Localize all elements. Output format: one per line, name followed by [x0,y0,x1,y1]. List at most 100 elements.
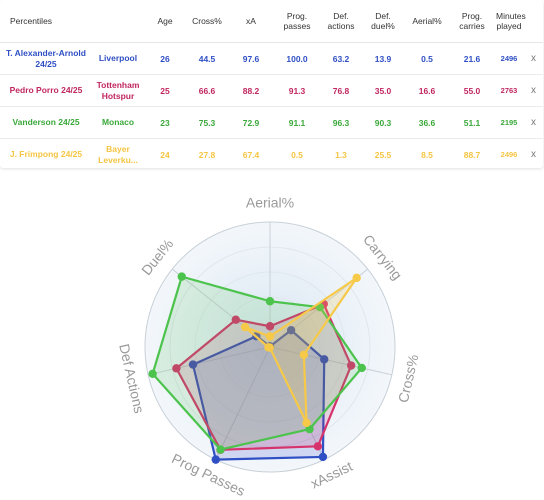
cell-prog-carries: 88.7 [463,149,481,160]
cell-aerial: 16.6 [404,74,450,107]
radar-series-area [191,329,326,461]
radar-point [216,445,225,454]
cell-cross: 44.5 [186,42,228,75]
radar-series-3 [148,272,366,454]
cell-cross: 27.8 [198,149,216,160]
cell-aerial: 8.5 [421,149,433,160]
header-prog-carries: Prog. carries [450,0,494,43]
cell-minutes: 2195 [494,106,524,139]
cell-def-actions: 96.3 [320,106,362,139]
cell-minutes: 2763 [494,74,524,107]
cell-club: Tottenham Hotspur [92,74,144,107]
cell-club: Monaco [92,106,144,139]
header-def-actions: Def. actions [320,0,362,43]
radar-point [265,322,275,331]
radar-point [320,355,329,364]
table-row: Pedro Porro 24/25 Tottenham Hotspur 25 66.6… [0,74,543,107]
cell-player: Pedro Porro 24/25 [0,74,92,107]
axis-label: Aerial% [246,195,294,211]
header-aerial: Aerial% [404,0,450,43]
percentiles-table-card: Percentiles Age Cross% xA Prog. passes D… [0,0,543,168]
cell-age: 23 [144,106,186,139]
cell-age: 26 [144,42,186,75]
remove-player-button[interactable]: x [524,74,543,107]
cell-cross: 75.3 [186,106,228,139]
radar-series-area [151,275,363,451]
radar-point [299,350,309,359]
radar-point [172,364,181,373]
radar-point [265,332,275,341]
cell-def-duel: 35.0 [362,74,404,107]
header-def-duel: Def. duel% [362,0,404,43]
cell-cross: 66.6 [186,74,228,107]
header-cross: Cross% [186,0,228,43]
cell-minutes: 2496 [500,150,518,159]
cell-xa: 72.9 [228,106,274,139]
table-header-row: Percentiles Age Cross% xA Prog. passes D… [0,0,543,43]
radar-point [264,343,273,352]
cell-prog-passes: 91.1 [274,106,320,139]
table-row: T. Alexander-Arnold 24/25 Liverpool 26 44.5… [0,42,543,75]
cell-def-duel: 13.9 [362,42,404,75]
radar-series-4 [240,273,361,428]
cell-prog-carries: 51.1 [450,106,494,139]
radar-point [346,361,356,370]
cell-def-duel: 25.5 [374,149,392,160]
cell-player: Vanderson 24/25 [0,106,92,139]
axis-label: Cross% [395,353,422,404]
radar-point [211,455,220,464]
radar-point [265,297,275,306]
cell-player: J. Frimpong 24/25 [9,149,83,159]
cell-prog-passes: 100.0 [274,42,320,75]
cell-club: Bayer Leverku... [98,143,138,165]
cell-age: 25 [144,74,186,107]
radar-point [313,442,323,451]
radar-spoke [269,346,392,376]
remove-player-button[interactable]: x [524,42,543,75]
cell-aerial: 36.6 [404,106,450,139]
table-row: J. Frimpong 24/25 Bayer Leverku... 24 27.8 6… [0,139,543,171]
cell-xa: 67.4 [242,149,260,160]
radar-series-area [243,276,358,425]
cell-xa: 97.6 [228,42,274,75]
cell-age: 24 [160,149,170,160]
radar-point [318,452,328,462]
cell-prog-carries: 21.6 [450,42,494,75]
percentiles-table: Percentiles Age Cross% xA Prog. passes D… [0,0,543,170]
header-percentiles: Percentiles [0,0,144,43]
radar-point [148,369,157,378]
cell-player: T. Alexander-Arnold 24/25 [0,42,92,75]
cell-def-actions: 63.2 [320,42,362,75]
radar-point [177,272,186,281]
radar-point [357,363,366,373]
radar-series [148,272,366,464]
cell-def-actions: 1.3 [335,149,347,160]
radar-spoke [148,346,271,376]
remove-player-button[interactable]: x [531,149,536,160]
radar-series-area [175,303,353,451]
cell-minutes: 2496 [494,42,524,75]
header-remove [524,0,543,43]
radar-point [188,360,198,369]
radar-point [352,273,361,283]
cell-prog-passes: 91.3 [274,74,320,107]
remove-player-button[interactable]: x [524,106,543,139]
radar-series-1 [188,325,329,464]
header-age: Age [144,0,186,43]
header-xa: xA [228,0,274,43]
cell-def-actions: 76.8 [320,74,362,107]
radar-point [286,325,296,335]
cell-prog-passes: 0.5 [291,149,303,160]
cell-def-duel: 90.3 [362,106,404,139]
table-row: Vanderson 24/25 Monaco 23 75.3 72.9 91.1 96.3 9… [0,106,543,139]
cell-aerial: 0.5 [404,42,450,75]
radar-point [302,418,311,428]
radar-series-2 [172,299,356,455]
cell-xa: 88.2 [228,74,274,107]
header-prog-passes: Prog. passes [274,0,320,43]
radar-point [240,322,250,332]
header-minutes-played: Minutes played [494,0,526,43]
cell-club: Liverpool [92,42,144,75]
radar-spoke [215,346,271,460]
